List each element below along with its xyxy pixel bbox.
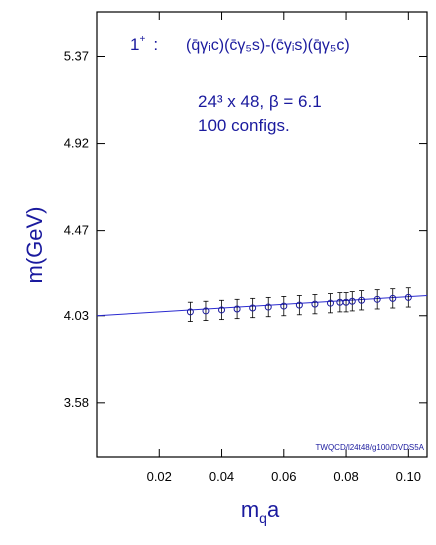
x-tick-label: 0.06 [271, 469, 296, 484]
data-point [218, 306, 226, 314]
x-axis-ticks: 0.02 0.04 0.06 0.08 0.10 [147, 12, 421, 484]
data-point [295, 301, 303, 309]
x-axis-title: mqa [241, 497, 280, 526]
x-tick-label: 0.08 [333, 469, 358, 484]
y-tick-label: 5.37 [64, 49, 89, 64]
y-tick-label: 4.03 [64, 308, 89, 323]
data-point [358, 296, 366, 304]
operator-label: (q̄γᵢc)(c̄γ₅s)-(c̄γᵢs)(q̄γ₅c) [186, 37, 350, 54]
y-tick-label: 4.47 [64, 223, 89, 238]
state-label: 1+: [130, 34, 158, 54]
x-tick-label: 0.10 [396, 469, 421, 484]
data-point [404, 293, 412, 301]
data-point [280, 302, 288, 310]
lattice-label: 24³ x 48, β = 6.1 [198, 92, 322, 111]
y-tick-label: 3.58 [64, 395, 89, 410]
data-points [186, 287, 412, 322]
y-axis-ticks: 3.58 4.03 4.47 4.92 5.37 [64, 49, 427, 410]
y-axis-title: m(GeV) [22, 207, 47, 284]
x-tick-label: 0.04 [209, 469, 234, 484]
data-point [233, 305, 241, 313]
fit-line [96, 294, 428, 317]
data-point [202, 307, 210, 315]
credit-label: TWQCD/l24t48/g100/DVDS5A [316, 443, 425, 452]
fit-line-group [96, 294, 428, 317]
data-point [186, 308, 194, 316]
data-point [249, 304, 257, 312]
plot-frame [96, 11, 428, 458]
data-point [348, 297, 356, 305]
x-tick-label: 0.02 [147, 469, 172, 484]
data-point [311, 300, 319, 308]
y-tick-label: 4.92 [64, 136, 89, 151]
configs-label: 100 configs. [198, 116, 290, 135]
data-point [389, 294, 397, 302]
data-point [326, 299, 334, 307]
data-point [373, 295, 381, 303]
data-point [264, 303, 272, 311]
